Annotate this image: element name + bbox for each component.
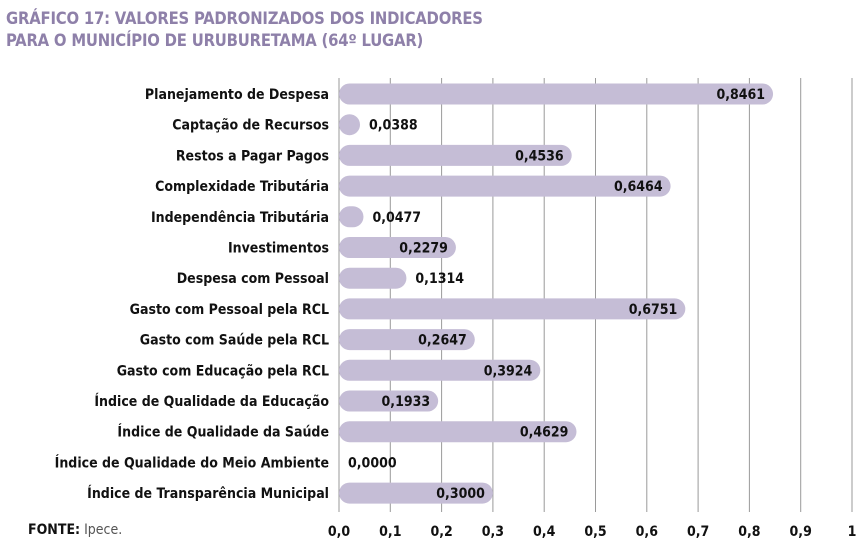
x-tick-label: 0,1: [379, 524, 401, 540]
data-label: 0,6464: [614, 179, 663, 195]
data-label: 0,3000: [436, 486, 485, 502]
bar: [339, 175, 671, 197]
data-label: 0,2647: [418, 333, 467, 349]
category-label: Gasto com Educação pela RCL: [117, 363, 329, 379]
bar: [339, 83, 774, 105]
chart-title: GRÁFICO 17: VALORES PADRONIZADOS DOS IND…: [6, 8, 483, 52]
data-label: 0,4536: [515, 148, 564, 164]
source-value: Ipece.: [84, 522, 123, 538]
data-label: 0,0388: [369, 118, 418, 134]
bar: [339, 237, 456, 258]
category-label: Despesa com Pessoal: [177, 271, 329, 287]
x-tick-label: 0,8: [738, 524, 760, 540]
data-label: 0,2279: [399, 241, 448, 257]
bar: [339, 329, 475, 351]
source-note: FONTE: Ipece.: [28, 522, 122, 538]
data-label: 0,1314: [415, 271, 464, 287]
x-tick-label: 1: [848, 524, 857, 540]
x-tick-label: 0,2: [430, 524, 452, 540]
x-tick-label: 0,5: [584, 524, 606, 540]
bar: [339, 421, 577, 443]
bar: [339, 359, 541, 381]
x-tick-label: 0,7: [687, 524, 709, 540]
category-label: Índice de Transparência Municipal: [87, 485, 329, 502]
category-label: Gasto com Pessoal pela RCL: [130, 302, 329, 318]
category-label: Investimentos: [228, 241, 329, 257]
data-label: 0,4629: [520, 425, 569, 441]
bar: [339, 390, 439, 412]
bar: [339, 206, 364, 228]
bar: [339, 482, 493, 504]
bar: [339, 267, 407, 289]
data-label: 0,0477: [372, 210, 421, 226]
x-tick-label: 0,9: [790, 524, 812, 540]
bar: [339, 114, 360, 136]
bar: [339, 298, 686, 320]
category-label: Independência Tributária: [151, 210, 329, 226]
category-label: Gasto com Saúde pela RCL: [140, 333, 329, 349]
category-label: Índice de Qualidade da Saúde: [117, 424, 329, 441]
x-tick-label: 0,0: [328, 524, 351, 540]
category-label: Restos a Pagar Pagos: [176, 148, 329, 164]
data-label: 0,3924: [484, 363, 533, 379]
data-label: 0,6751: [629, 302, 678, 318]
category-label: Captação de Recursos: [172, 118, 329, 134]
category-label: Planejamento de Despesa: [145, 87, 329, 103]
data-label: 0,0000: [348, 455, 397, 471]
x-tick-label: 0,3: [482, 524, 504, 540]
data-label: 0,1933: [382, 394, 431, 410]
category-label: Complexidade Tributária: [155, 179, 329, 195]
source-label: FONTE:: [28, 522, 81, 538]
bar: [339, 144, 572, 166]
category-label: Índice de Qualidade da Educação: [94, 393, 329, 410]
chart-title-line-1: GRÁFICO 17: VALORES PADRONIZADOS DOS IND…: [6, 9, 483, 28]
data-label: 0,8461: [716, 87, 765, 103]
chart-title-line-2: PARA O MUNICÍPIO DE URUBURETAMA (64º LUG…: [6, 31, 424, 50]
x-tick-label: 0,6: [636, 524, 659, 540]
category-label: Índice de Qualidade do Meio Ambiente: [55, 454, 329, 471]
x-tick-label: 0,4: [533, 524, 556, 540]
